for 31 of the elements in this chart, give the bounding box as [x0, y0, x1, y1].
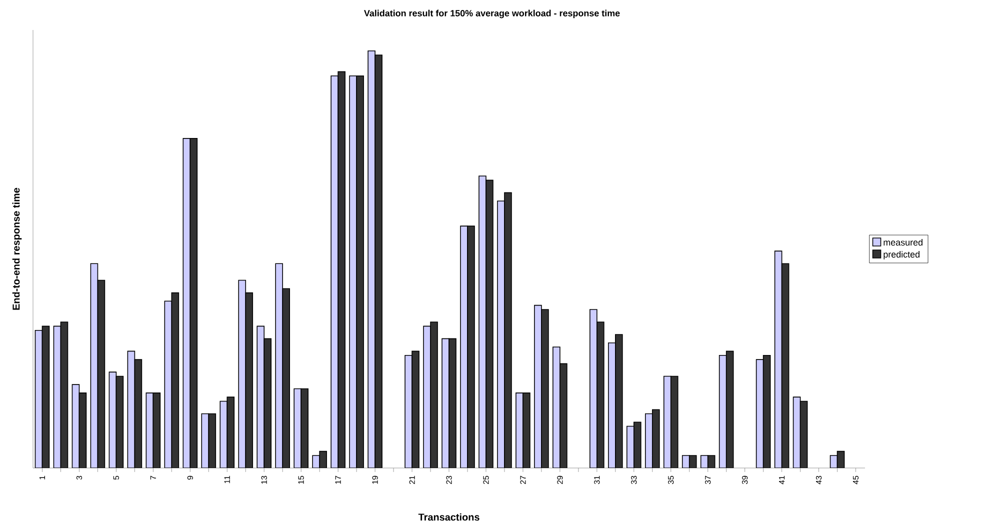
chart-title: Validation result for 150% average workload - response time	[364, 10, 620, 18]
legend-label: measured	[884, 239, 922, 246]
bar	[90, 263, 98, 468]
legend-label: predicted	[884, 250, 920, 260]
bar	[78, 392, 87, 468]
bar	[726, 350, 734, 468]
bar	[60, 322, 68, 468]
bar	[53, 326, 62, 468]
bar	[116, 376, 124, 468]
bar	[34, 330, 43, 468]
bar	[762, 354, 771, 468]
bar	[182, 138, 191, 468]
bar	[792, 396, 801, 468]
bar	[97, 280, 106, 468]
bar	[800, 400, 808, 468]
bar	[190, 138, 198, 468]
bar	[134, 359, 142, 468]
bar	[108, 372, 117, 468]
bar	[152, 392, 161, 468]
x-axis-title: Transactions	[418, 513, 480, 521]
y-axis-title: End-to-end response time	[12, 188, 22, 310]
bar	[781, 263, 790, 468]
bar	[42, 326, 50, 468]
bar	[718, 354, 727, 468]
bar	[127, 350, 136, 468]
bar	[171, 292, 180, 468]
bar	[146, 392, 154, 468]
bar	[72, 384, 80, 468]
bar	[756, 359, 764, 468]
bar	[164, 300, 172, 468]
bar	[774, 250, 782, 468]
